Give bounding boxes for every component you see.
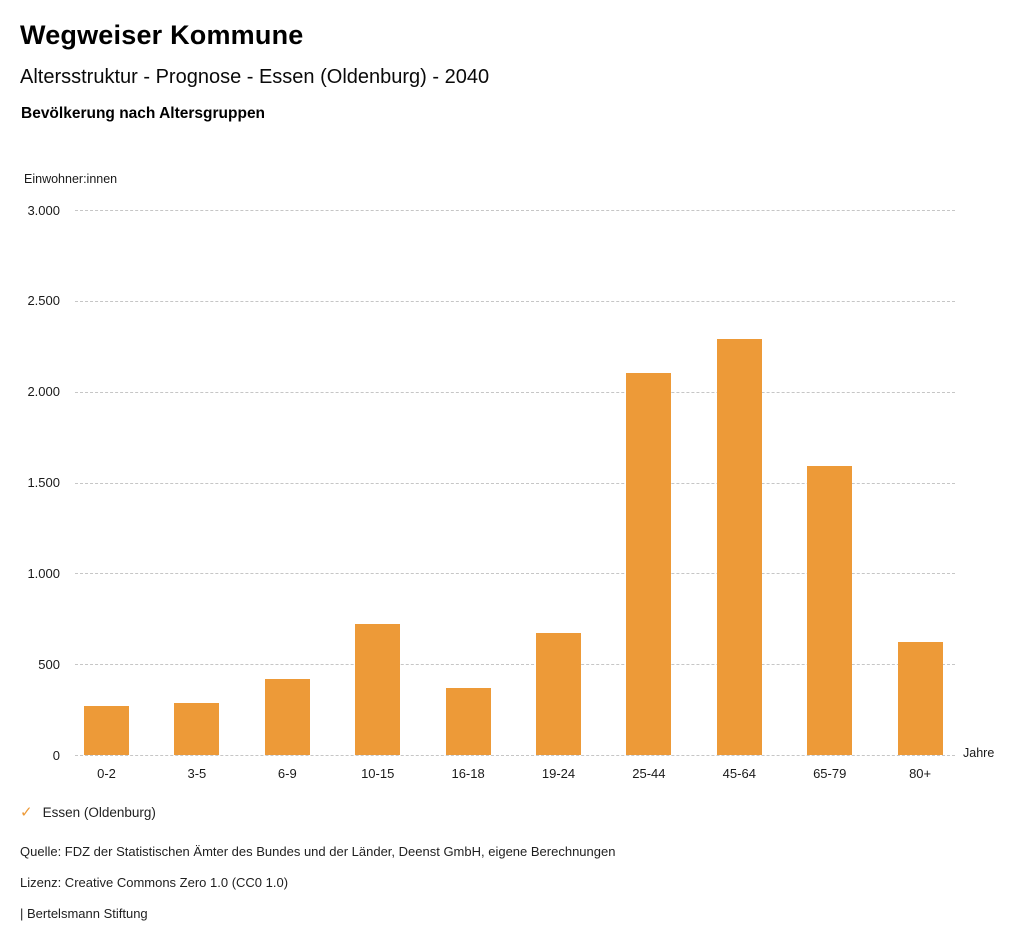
y-tick-label: 2.000: [27, 384, 60, 400]
legend-item-essen-oldenburg[interactable]: ✓ Essen (Oldenburg): [20, 803, 156, 821]
bar-80+[interactable]: [897, 642, 943, 755]
bar-6-9[interactable]: [264, 678, 310, 755]
x-axis-unit-label: Jahre: [963, 746, 995, 760]
x-tick-label: 10-15: [361, 766, 395, 781]
x-tick-label: 25-44: [632, 766, 666, 781]
bar-45-64[interactable]: [716, 338, 762, 755]
bar-65-79[interactable]: [807, 466, 853, 755]
y-tick-label: 2.500: [27, 293, 60, 309]
source-text: Quelle: FDZ der Statistischen Ämter des …: [20, 844, 616, 859]
y-tick-label: 1.000: [27, 565, 60, 581]
legend-label: Essen (Oldenburg): [42, 804, 156, 820]
x-tick-label: 45-64: [722, 766, 756, 781]
chart-subtitle: Altersstruktur - Prognose - Essen (Olden…: [20, 66, 490, 88]
gridline: [75, 755, 955, 756]
y-tick-label: 3.000: [27, 202, 60, 218]
bar-chart-plot-area: 0 500 1.000 1.500 2.000 2.500 3.000 0-2 3-5 6-9 10…: [27, 203, 955, 781]
bar-25-44[interactable]: [626, 372, 672, 755]
x-tick-label: 0-2: [97, 766, 116, 781]
y-tick-label: 500: [38, 656, 60, 672]
gridline: [75, 210, 955, 211]
gridline: [75, 300, 955, 302]
gridline: [75, 573, 955, 575]
y-axis-unit-label: Einwohner:innen: [24, 172, 118, 186]
license-text: Lizenz: Creative Commons Zero 1.0 (CC0 1…: [20, 875, 289, 890]
page-title: Wegweiser Kommune: [20, 20, 304, 50]
chart-section-title: Bevölkerung nach Altersgruppen: [21, 105, 266, 122]
y-tick-label: 0: [52, 747, 60, 763]
y-tick-label: 1.500: [27, 475, 60, 490]
bar-10-15[interactable]: [355, 624, 401, 755]
x-tick-label: 65-79: [813, 766, 847, 781]
x-tick-label: 19-24: [541, 766, 576, 781]
bar-16-18[interactable]: [445, 687, 491, 755]
x-tick-label: 80+: [909, 766, 932, 781]
bar-3-5[interactable]: [174, 703, 220, 755]
x-tick-label: 3-5: [187, 766, 207, 781]
gridline: [75, 482, 955, 484]
check-icon: ✓: [20, 804, 33, 821]
gridline: [75, 664, 955, 666]
bar-0-2[interactable]: [84, 705, 129, 755]
bar-19-24[interactable]: [536, 633, 581, 755]
x-tick-label: 16-18: [451, 766, 485, 781]
gridline: [75, 391, 955, 393]
x-tick-label: 6-9: [277, 766, 297, 781]
attribution-text: | Bertelsmann Stiftung: [20, 906, 148, 921]
